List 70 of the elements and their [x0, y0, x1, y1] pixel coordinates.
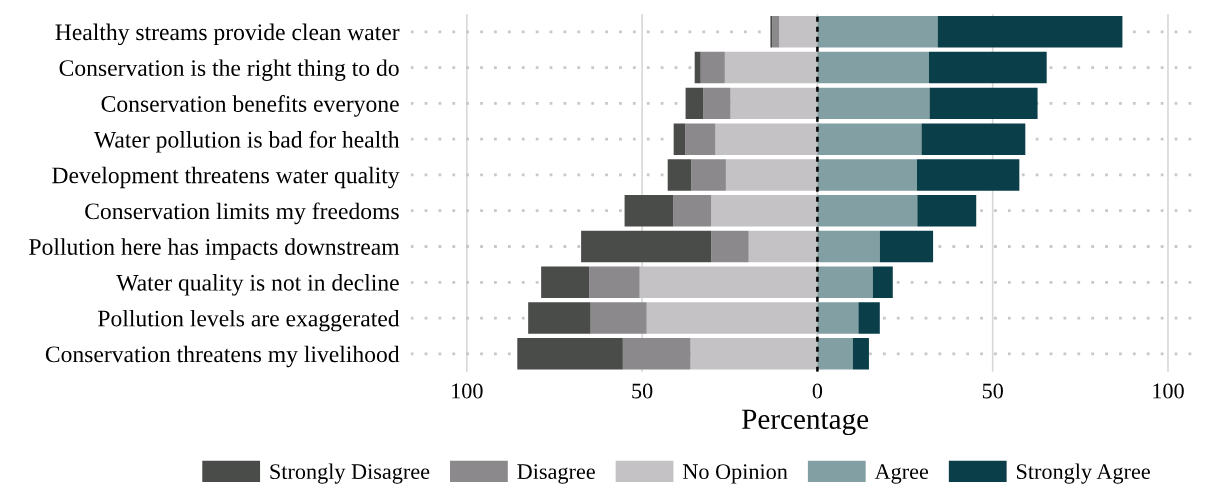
y-tick-label: Pollution here has impacts downstream — [29, 238, 400, 260]
bar — [711, 230, 749, 263]
bar — [937, 16, 1123, 48]
bar — [872, 266, 893, 299]
bar — [703, 87, 731, 120]
bar — [724, 51, 818, 84]
y-tick-label: Water pollution is bad for health — [94, 130, 400, 153]
bar — [700, 51, 725, 84]
bar — [772, 16, 780, 48]
bar — [730, 87, 818, 120]
bar — [691, 159, 726, 191]
bar — [589, 266, 640, 299]
bar — [929, 87, 1038, 120]
bar — [817, 123, 922, 155]
bar — [673, 123, 686, 155]
bar — [817, 159, 917, 191]
bar — [590, 302, 647, 334]
bar — [517, 338, 623, 370]
bar — [817, 194, 918, 227]
bar — [817, 302, 859, 334]
bar — [685, 123, 716, 155]
legend-label: Agree — [874, 464, 929, 484]
bar — [581, 230, 712, 263]
bar — [817, 230, 880, 263]
y-tick-label: Conservation limits my freedoms — [85, 202, 399, 225]
x-axis-title: Percentage — [742, 409, 869, 436]
bar — [622, 338, 691, 370]
bar — [916, 159, 1020, 191]
bar — [667, 159, 692, 191]
bar — [817, 16, 938, 48]
bar — [541, 266, 590, 299]
legend-label: Strongly Disagree — [270, 463, 430, 484]
bar — [624, 194, 674, 227]
bar — [711, 194, 818, 227]
bar — [673, 194, 712, 227]
bar — [639, 266, 818, 299]
y-tick-label: Pollution levels are exaggerated — [98, 309, 400, 332]
bar — [852, 338, 869, 370]
bar — [725, 159, 818, 191]
bar — [694, 51, 701, 84]
bar — [858, 302, 880, 334]
bar — [748, 230, 818, 263]
y-tick-label: Conservation is the right thing to do — [59, 59, 399, 81]
legend-label: Strongly Agree — [1017, 463, 1150, 484]
x-tick-label: 0 — [812, 383, 823, 399]
bar — [917, 194, 977, 227]
x-tick-label: 100 — [452, 383, 483, 399]
bar — [879, 230, 934, 263]
bar — [817, 266, 873, 299]
bar — [817, 51, 929, 84]
y-tick-label: Healthy streams provide clean water — [55, 23, 400, 46]
bar — [817, 87, 930, 120]
x-tick-label: 50 — [632, 383, 653, 399]
bar — [928, 51, 1047, 84]
bar — [921, 123, 1026, 155]
bar — [817, 338, 853, 370]
bar — [528, 302, 591, 334]
bar — [779, 16, 818, 48]
y-tick-label: Water quality is not in decline — [116, 274, 399, 296]
x-tick-label: 50 — [982, 383, 1003, 399]
bar — [690, 338, 818, 370]
bar — [715, 123, 818, 155]
x-tick-label: 100 — [1153, 383, 1184, 399]
legend-label: Disagree — [517, 464, 595, 484]
legend-label: No Opinion — [682, 464, 788, 484]
bar — [685, 87, 704, 120]
y-tick-label: Conservation threatens my livelihood — [45, 345, 400, 368]
y-tick-label: Development threatens water quality — [52, 166, 400, 189]
y-tick-label: Conservation benefits everyone — [101, 95, 399, 117]
bar — [646, 302, 818, 334]
